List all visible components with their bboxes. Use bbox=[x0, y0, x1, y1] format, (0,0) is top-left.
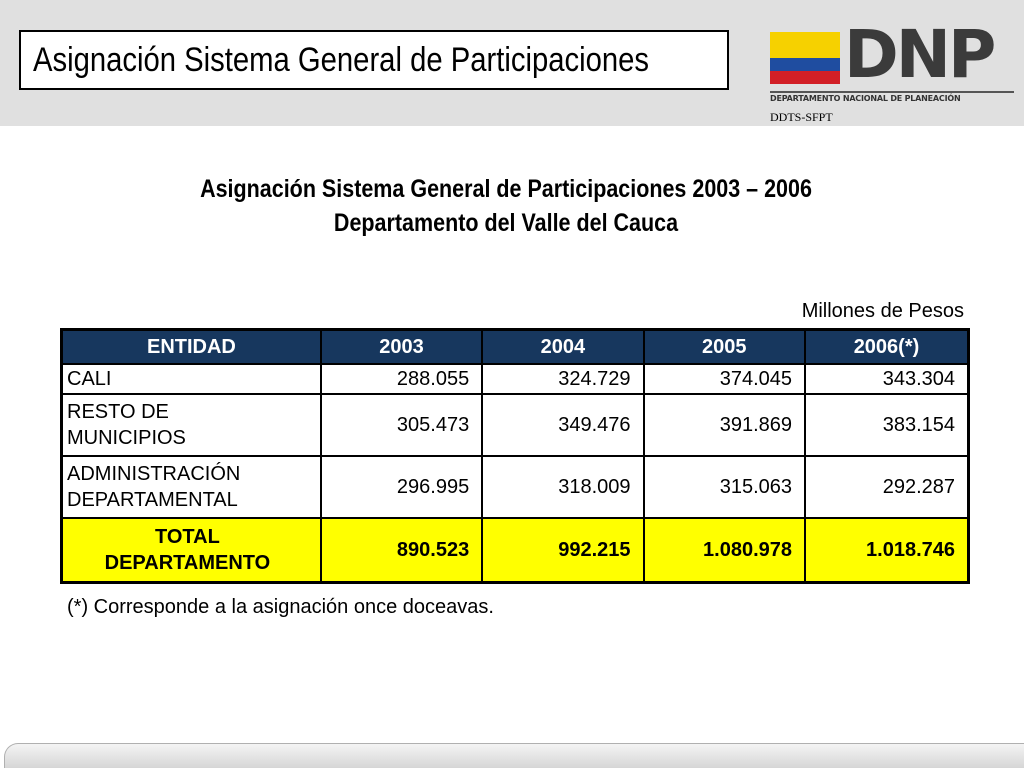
logo-subtitle: DEPARTAMENTO NACIONAL DE PLANEACIÓN bbox=[770, 91, 1014, 103]
table-header-row: ENTIDAD 2003 2004 2005 2006(*) bbox=[60, 328, 970, 365]
table-row: CALI 288.055 324.729 374.045 343.304 bbox=[60, 363, 970, 395]
units-label: Millones de Pesos bbox=[801, 300, 964, 322]
footnote: (*) Corresponde a la asignación once doc… bbox=[67, 596, 494, 618]
total-label-line: TOTAL bbox=[155, 526, 220, 548]
colombia-flag-icon bbox=[770, 32, 840, 84]
value-cell: 391.869 bbox=[642, 393, 807, 457]
value-cell: 305.473 bbox=[319, 393, 484, 457]
table-row: RESTO DE MUNICIPIOS 305.473 349.476 391.… bbox=[60, 393, 970, 457]
slide-title-line2: Departamento del Valle del Cauca bbox=[333, 209, 679, 237]
value-cell: 324.729 bbox=[481, 363, 645, 395]
value-cell: 383.154 bbox=[804, 393, 970, 457]
value-cell: 343.304 bbox=[804, 363, 970, 395]
column-header: 2004 bbox=[481, 328, 645, 365]
value-cell: 288.055 bbox=[319, 363, 484, 395]
total-row: TOTAL DEPARTAMENTO 890.523 992.215 1.080… bbox=[60, 517, 970, 584]
value-cell: 349.476 bbox=[481, 393, 645, 457]
logo-wordmark: DNP bbox=[844, 16, 996, 93]
entity-line: RESTO DE bbox=[67, 401, 169, 423]
column-header: ENTIDAD bbox=[60, 328, 322, 365]
total-value-cell: 890.523 bbox=[319, 517, 484, 584]
entity-cell: RESTO DE MUNICIPIOS bbox=[60, 393, 322, 457]
department-code: DDTS-SFPT bbox=[770, 110, 833, 124]
total-value-cell: 992.215 bbox=[481, 517, 645, 584]
total-label-cell: TOTAL DEPARTAMENTO bbox=[60, 517, 322, 584]
column-header: 2003 bbox=[319, 328, 484, 365]
value-cell: 318.009 bbox=[481, 455, 645, 519]
total-value-cell: 1.018.746 bbox=[804, 517, 970, 584]
value-cell: 292.287 bbox=[804, 455, 970, 519]
entity-line: ADMINISTRACIÓN bbox=[67, 463, 241, 485]
page-title: Asignación Sistema General de Participac… bbox=[33, 40, 650, 79]
value-cell: 296.995 bbox=[319, 455, 484, 519]
column-header: 2006(*) bbox=[804, 328, 970, 365]
total-label-line: DEPARTAMENTO bbox=[104, 552, 271, 574]
entity-line: MUNICIPIOS bbox=[67, 427, 186, 449]
header-title-box: Asignación Sistema General de Participac… bbox=[19, 30, 729, 90]
allocation-table: ENTIDAD 2003 2004 2005 2006(*) CALI 288.… bbox=[60, 328, 970, 584]
slide-title: Asignación Sistema General de Participac… bbox=[0, 172, 1012, 240]
bottom-bar bbox=[4, 743, 1024, 768]
value-cell: 374.045 bbox=[642, 363, 807, 395]
slide-title-line1: Asignación Sistema General de Participac… bbox=[200, 175, 812, 203]
entity-cell: CALI bbox=[60, 363, 322, 395]
total-value-cell: 1.080.978 bbox=[642, 517, 807, 584]
column-header: 2005 bbox=[642, 328, 807, 365]
entity-line: DEPARTAMENTAL bbox=[67, 489, 238, 511]
table-row: ADMINISTRACIÓN DEPARTAMENTAL 296.995 318… bbox=[60, 455, 970, 519]
dnp-logo: DNP DEPARTAMENTO NACIONAL DE PLANEACIÓN bbox=[768, 22, 1014, 112]
value-cell: 315.063 bbox=[642, 455, 807, 519]
entity-cell: ADMINISTRACIÓN DEPARTAMENTAL bbox=[60, 455, 322, 519]
